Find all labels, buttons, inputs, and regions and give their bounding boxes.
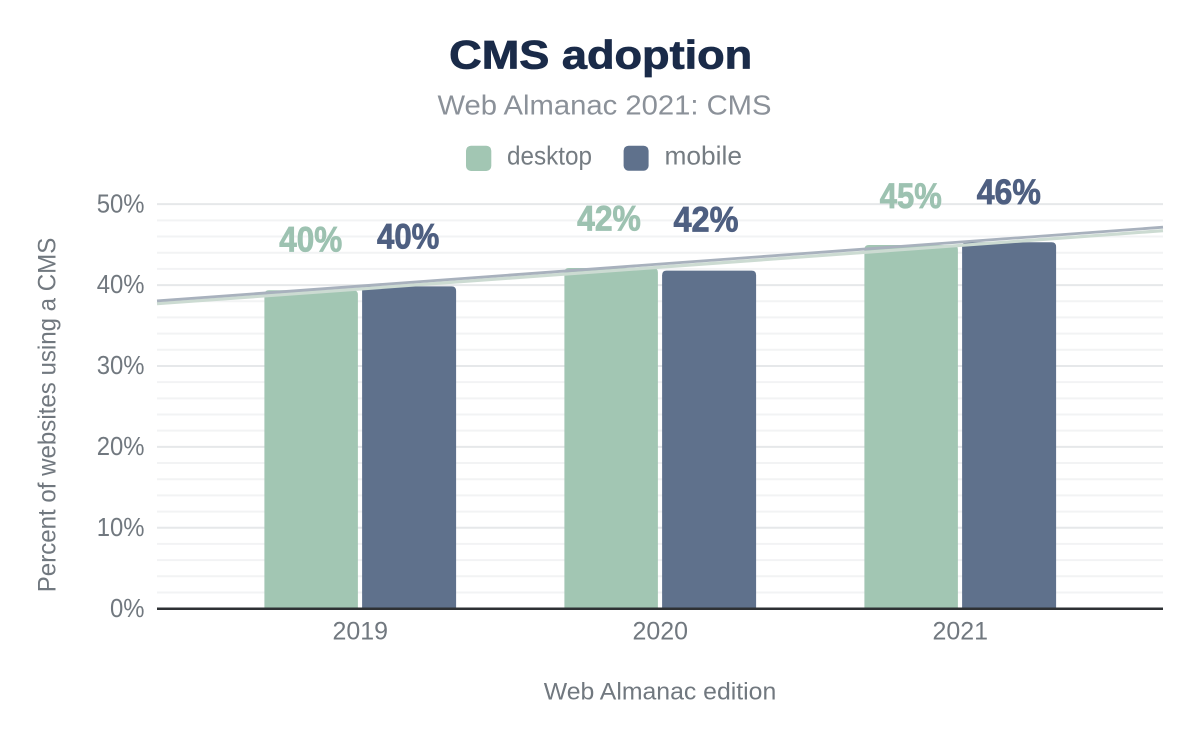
svg-text:42%: 42% (577, 200, 641, 239)
svg-text:42%: 42% (674, 201, 739, 240)
svg-text:Web Almanac edition: Web Almanac edition (544, 678, 777, 705)
svg-text:2020: 2020 (633, 618, 689, 646)
svg-text:2021: 2021 (933, 618, 989, 646)
svg-text:desktop: desktop (507, 141, 592, 171)
svg-text:Web Almanac 2021: CMS: Web Almanac 2021: CMS (438, 90, 772, 121)
svg-text:40%: 40% (279, 220, 342, 259)
svg-text:10%: 10% (97, 512, 145, 542)
svg-text:30%: 30% (97, 350, 145, 380)
svg-text:Percent of websites using a CM: Percent of websites using a CMS (34, 238, 62, 593)
svg-text:50%: 50% (97, 188, 145, 218)
svg-text:CMS adoption: CMS adoption (449, 34, 752, 78)
svg-text:2019: 2019 (333, 618, 389, 646)
svg-text:20%: 20% (97, 431, 145, 461)
svg-text:40%: 40% (97, 269, 145, 299)
svg-text:45%: 45% (880, 177, 942, 216)
svg-text:0%: 0% (110, 593, 145, 623)
svg-text:mobile: mobile (665, 141, 743, 171)
svg-text:40%: 40% (377, 218, 439, 257)
svg-text:46%: 46% (977, 173, 1041, 212)
